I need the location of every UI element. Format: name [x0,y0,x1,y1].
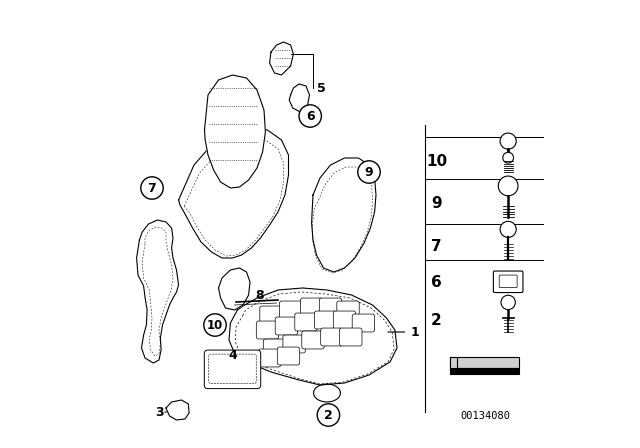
Text: 9: 9 [431,196,442,211]
Polygon shape [166,400,189,420]
Text: 4: 4 [228,349,237,362]
Circle shape [204,314,226,336]
Text: 5: 5 [317,82,326,95]
FancyBboxPatch shape [256,321,278,339]
FancyBboxPatch shape [275,317,298,335]
Polygon shape [229,288,397,385]
Text: 9: 9 [365,165,373,178]
Text: 6: 6 [306,109,314,122]
Polygon shape [312,158,376,272]
FancyBboxPatch shape [259,349,281,367]
Circle shape [299,105,321,127]
Circle shape [358,161,380,183]
Text: 00134080: 00134080 [461,411,511,421]
FancyBboxPatch shape [450,368,520,374]
FancyBboxPatch shape [450,357,520,368]
Polygon shape [289,84,310,112]
FancyBboxPatch shape [204,350,260,388]
Circle shape [501,295,515,310]
Polygon shape [179,128,289,258]
Text: 6: 6 [431,275,442,290]
Polygon shape [450,357,457,368]
FancyBboxPatch shape [333,311,356,329]
Circle shape [499,176,518,196]
Text: 1: 1 [411,326,420,339]
FancyBboxPatch shape [314,311,337,329]
Polygon shape [218,268,250,310]
FancyBboxPatch shape [260,306,282,324]
Text: 3: 3 [156,405,164,418]
FancyBboxPatch shape [499,275,517,288]
Text: 7: 7 [148,181,156,194]
Polygon shape [136,220,179,363]
Text: 8: 8 [255,289,264,302]
Text: 2: 2 [431,313,442,328]
FancyBboxPatch shape [493,271,523,293]
Text: 10: 10 [426,154,447,169]
FancyBboxPatch shape [277,347,300,365]
Polygon shape [205,75,266,188]
FancyBboxPatch shape [263,339,285,357]
FancyBboxPatch shape [295,313,317,331]
Text: 10: 10 [207,319,223,332]
Circle shape [500,133,516,149]
FancyBboxPatch shape [337,301,359,319]
FancyBboxPatch shape [321,328,343,346]
FancyBboxPatch shape [302,331,324,349]
Circle shape [317,404,340,426]
Text: 7: 7 [431,239,442,254]
Polygon shape [269,42,293,75]
FancyBboxPatch shape [319,298,342,316]
Circle shape [500,221,516,237]
Circle shape [503,152,513,163]
Circle shape [141,177,163,199]
Text: 2: 2 [324,409,333,422]
FancyBboxPatch shape [300,298,323,316]
FancyBboxPatch shape [283,335,305,353]
FancyBboxPatch shape [280,301,302,319]
FancyBboxPatch shape [340,328,362,346]
FancyBboxPatch shape [352,314,374,332]
